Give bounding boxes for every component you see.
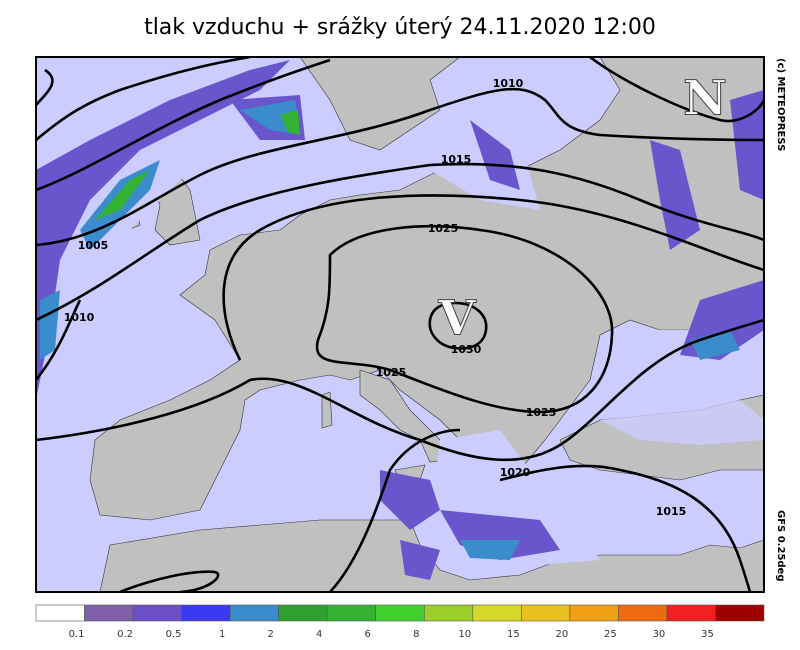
title: tlak vzduchu + srážky úterý 24.11.2020 1… <box>144 15 656 40</box>
legend-label: 0.1 <box>69 629 85 640</box>
legend-label: 8 <box>413 629 419 640</box>
high-pressure-center: V <box>437 291 476 347</box>
legend-label: 30 <box>653 629 666 640</box>
isobar-label: 1025 <box>526 406 557 419</box>
legend-label: 6 <box>365 629 371 640</box>
credit: (c) METEOPRESS <box>775 58 786 151</box>
map-frame <box>35 56 765 593</box>
low-pressure-center: N <box>683 71 727 127</box>
isobar-label: 1005 <box>78 239 109 252</box>
legend-swatch <box>521 604 571 622</box>
legend-swatch <box>666 604 716 622</box>
legend-label: 35 <box>701 629 714 640</box>
map: 1010 1015 1025 1005 1010 1030 1025 1025 … <box>36 57 764 592</box>
isobar-label: 1025 <box>376 366 407 379</box>
isobar-label: 1015 <box>441 153 472 166</box>
isobar-label: 1020 <box>500 466 531 479</box>
legend-label: 0.2 <box>117 629 133 640</box>
legend-swatch <box>278 604 328 622</box>
legend-swatch <box>35 604 85 622</box>
legend-swatch <box>423 604 474 622</box>
legend-label: 20 <box>555 629 568 640</box>
isobar-label: 1030 <box>451 343 482 356</box>
isobar-label: 1010 <box>493 77 524 90</box>
legend-swatch <box>181 604 231 622</box>
isobar-label: 1015 <box>656 505 687 518</box>
legend-swatch <box>715 604 765 622</box>
legend-label: 0.5 <box>166 629 182 640</box>
legend-swatch <box>132 604 182 622</box>
legend-swatch <box>84 604 134 622</box>
legend-swatch <box>472 604 522 622</box>
heavy-precip <box>40 100 740 560</box>
legend-swatch <box>618 604 668 622</box>
legend-label: 1 <box>219 629 225 640</box>
isobar-label: 1010 <box>64 311 95 324</box>
legend-swatch <box>229 604 279 622</box>
isobar-label: 1025 <box>428 222 459 235</box>
model-name: GFS 0.25deg <box>775 510 786 582</box>
legend-label: 10 <box>458 629 471 640</box>
legend: 0.1 0.2 0.5 1 2 4 6 8 10 15 20 25 30 35 <box>35 604 765 640</box>
legend-label: 15 <box>507 629 520 640</box>
legend-swatch <box>569 604 619 622</box>
isobars <box>36 57 764 592</box>
legend-label: 25 <box>604 629 617 640</box>
legend-label: 4 <box>316 629 322 640</box>
legend-swatch <box>326 604 377 622</box>
isobar-labels: 1010 1015 1025 1005 1010 1030 1025 1025 … <box>64 77 687 518</box>
legend-label: 2 <box>267 629 273 640</box>
legend-swatch <box>375 604 425 622</box>
